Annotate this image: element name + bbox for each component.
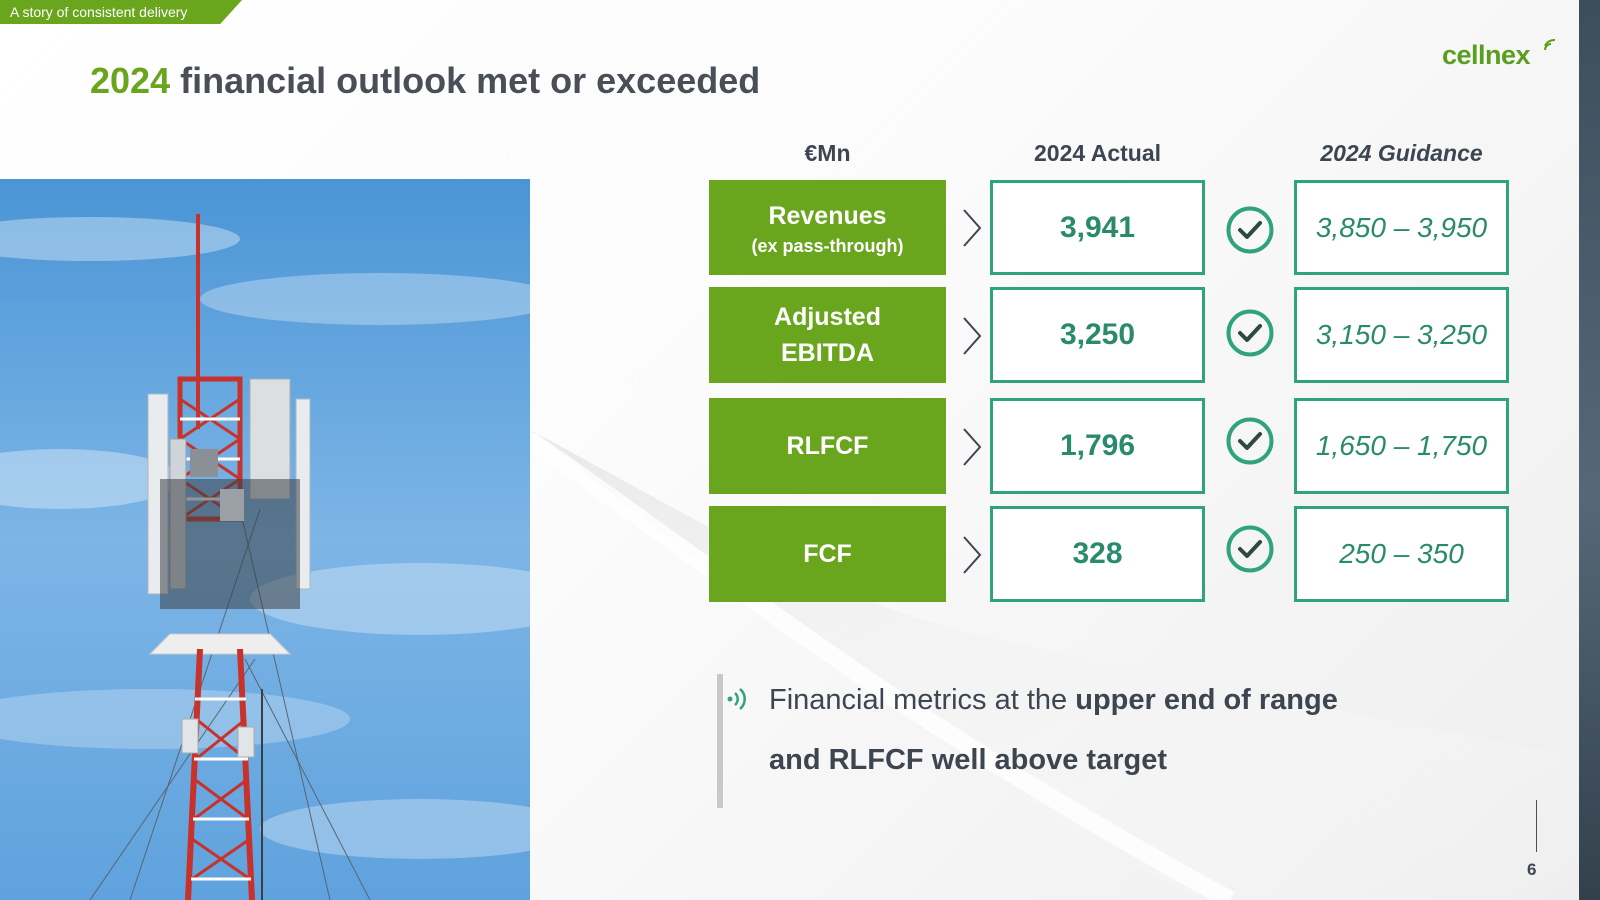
page-number: 6 — [1527, 860, 1537, 879]
metric-adjusted-ebitda: Adjusted EBITDA — [709, 287, 946, 383]
metric-label: Adjusted — [774, 303, 881, 331]
logo-text: cellnex — [1442, 40, 1531, 70]
message-plain-text: Financial metrics at the — [769, 684, 1076, 716]
header-guidance: 2024 Guidance — [1320, 140, 1483, 166]
section-tag: A story of consistent delivery — [0, 0, 242, 24]
page-number-divider — [1536, 800, 1537, 852]
metric-sublabel: (ex pass-through) — [751, 235, 904, 256]
actual-value-rlfcf: 1,796 — [990, 398, 1205, 494]
header-unit: €Mn — [804, 140, 851, 166]
chevron-right-icon — [963, 209, 982, 247]
header-actual: 2024 Actual — [1034, 140, 1161, 166]
check-circle-icon — [1226, 417, 1274, 465]
title-year: 2024 — [90, 60, 171, 101]
logo-signal-icon — [1544, 38, 1556, 51]
metric-rlfcf: RLFCF — [709, 398, 946, 494]
message-line-2: and RLFCF well above target — [769, 744, 1167, 777]
cell-tower-photo — [0, 179, 530, 900]
right-edge-bar — [1579, 0, 1600, 900]
metric-revenues: Revenues (ex pass-through) — [709, 180, 946, 275]
message-bold-text: upper end of range — [1075, 684, 1338, 716]
check-circle-icon — [1226, 206, 1274, 254]
metric-label: FCF — [803, 540, 852, 568]
metric-label: Revenues — [768, 201, 887, 230]
cellnex-logo: cellnex — [1442, 38, 1562, 72]
metric-label-line2: EBITDA — [780, 339, 875, 367]
chevron-right-icon — [963, 536, 982, 574]
page-title: 2024 financial outlook met or exceeded — [90, 60, 760, 102]
guidance-value-revenues: 3,850 – 3,950 — [1294, 180, 1509, 275]
chevron-right-icon — [963, 428, 982, 466]
guidance-value-fcf: 250 – 350 — [1294, 506, 1509, 602]
message-accent-bar — [717, 674, 723, 808]
actual-value-adjusted-ebitda: 3,250 — [990, 287, 1205, 383]
actual-value-fcf: 328 — [990, 506, 1205, 602]
actual-value-revenues: 3,941 — [990, 180, 1205, 275]
title-rest: financial outlook met or exceeded — [170, 60, 761, 101]
message-line-1: Financial metrics at the upper end of ra… — [769, 684, 1338, 717]
guidance-value-adjusted-ebitda: 3,150 – 3,250 — [1294, 287, 1509, 383]
signal-waves-icon — [727, 688, 746, 710]
guidance-value-rlfcf: 1,650 – 1,750 — [1294, 398, 1509, 494]
chevron-right-icon — [963, 317, 982, 355]
metric-fcf: FCF — [709, 506, 946, 602]
key-message: Financial metrics at the upper end of ra… — [717, 674, 1417, 808]
metric-label: RLFCF — [786, 432, 869, 460]
message-bold-text-2: and RLFCF well above target — [769, 744, 1167, 776]
check-circle-icon — [1226, 309, 1274, 357]
check-circle-icon — [1226, 525, 1274, 573]
